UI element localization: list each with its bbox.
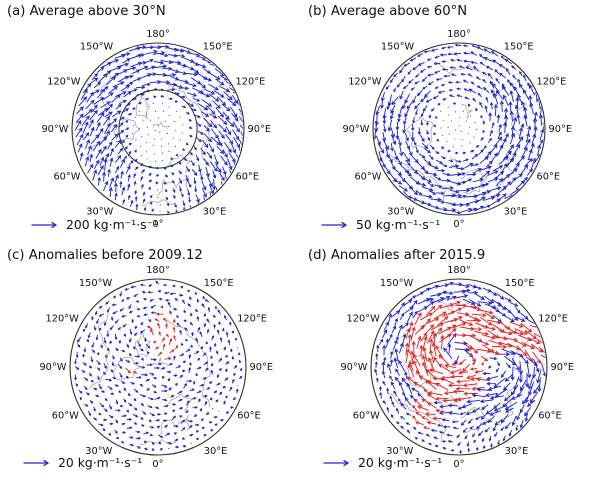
longitude-labels: 180° 150°E 120°E 90°E 60°E 30°E 0° 30°W 60°W 90°W… [41, 29, 271, 230]
panel-c-map: 180° 150°E 120°E 90°E 60°E 30°E 0° 30°W 60°W 90°W… [39, 266, 273, 470]
vector-field [374, 44, 544, 214]
svg-text:120°W: 120°W [47, 77, 81, 88]
scale-arrow-icon [31, 221, 58, 228]
panel-b-title: (b) Average above 60°N [308, 4, 468, 19]
svg-text:30°E: 30°E [505, 446, 529, 457]
svg-text:30°E: 30°E [204, 446, 228, 457]
svg-text:180°: 180° [146, 266, 170, 276]
svg-text:180°: 180° [447, 266, 471, 276]
svg-text:120°W: 120°W [348, 77, 382, 88]
longitude-labels: 180° 150°E 120°E 90°E 60°E 30°E 0° 30°W 60°W 90°W… [39, 266, 273, 470]
svg-text:90°E: 90°E [549, 124, 573, 135]
svg-text:90°W: 90°W [342, 124, 369, 135]
svg-text:60°E: 60°E [537, 172, 561, 183]
panel-b-scale-legend: 50 kg·m⁻¹·s⁻¹ [320, 217, 440, 232]
panel-c-title: (c) Anomalies before 2009.12 [7, 248, 203, 263]
svg-text:90°W: 90°W [39, 362, 66, 373]
svg-text:0°: 0° [453, 219, 464, 230]
panel-d-map: 180° 150°E 120°E 90°E 60°E 30°E 0° 30°W 60°W 90°W… [340, 266, 574, 470]
svg-text:0°: 0° [152, 219, 163, 230]
svg-text:150°W: 150°W [380, 278, 414, 289]
latitude-circle-60n [118, 89, 198, 169]
svg-text:30°W: 30°W [85, 446, 112, 457]
map-boundary [372, 42, 546, 216]
svg-text:150°E: 150°E [203, 42, 233, 53]
panel-b-map: 180° 150°E 120°E 90°E 60°E 30°E 0° 30°W 60°W 90°W… [342, 29, 572, 230]
svg-text:180°: 180° [447, 29, 471, 40]
svg-text:60°E: 60°E [237, 411, 261, 422]
svg-text:0°: 0° [453, 459, 464, 470]
scale-arrow-icon [323, 459, 350, 466]
svg-text:150°E: 150°E [504, 42, 534, 53]
svg-text:90°E: 90°E [551, 362, 575, 373]
svg-text:150°W: 150°W [79, 278, 113, 289]
scale-label: 20 kg·m⁻¹·s⁻¹ [358, 455, 443, 470]
longitude-labels: 180° 150°E 120°E 90°E 60°E 30°E 0° 30°W 60°W 90°W… [342, 29, 572, 230]
svg-text:60°W: 60°W [353, 411, 380, 422]
panel-a-title: (a) Average above 30°N [7, 4, 166, 19]
svg-text:150°W: 150°W [80, 42, 114, 53]
panel-c-scale-legend: 20 kg·m⁻¹·s⁻¹ [22, 455, 142, 470]
vector-field [74, 44, 243, 214]
svg-text:60°W: 60°W [354, 172, 381, 183]
svg-text:30°W: 30°W [86, 206, 113, 217]
vector-field [74, 280, 243, 452]
panel-d-scale-legend: 20 kg·m⁻¹·s⁻¹ [322, 455, 442, 470]
svg-text:120°E: 120°E [237, 314, 267, 325]
longitude-labels: 180° 150°E 120°E 90°E 60°E 30°E 0° 30°W 60°W 90°W… [340, 266, 574, 470]
map-boundary [71, 42, 245, 216]
svg-text:120°E: 120°E [537, 77, 567, 88]
scale-label: 20 kg·m⁻¹·s⁻¹ [58, 455, 143, 470]
svg-text:90°W: 90°W [41, 124, 68, 135]
svg-text:30°W: 30°W [386, 446, 413, 457]
scale-arrow-icon [321, 221, 348, 228]
panel-a-scale-legend: 200 kg·m⁻¹·s⁻¹ [30, 217, 158, 232]
svg-text:120°E: 120°E [538, 314, 568, 325]
vector-field [374, 281, 546, 454]
svg-text:120°W: 120°W [46, 314, 80, 325]
svg-text:60°E: 60°E [538, 411, 562, 422]
scale-label: 200 kg·m⁻¹·s⁻¹ [66, 217, 159, 232]
svg-text:60°E: 60°E [236, 172, 260, 183]
map-boundary [370, 278, 548, 456]
coastlines [90, 75, 211, 206]
scale-label: 50 kg·m⁻¹·s⁻¹ [356, 217, 441, 232]
svg-text:90°W: 90°W [340, 362, 367, 373]
svg-text:30°E: 30°E [203, 206, 227, 217]
svg-text:150°E: 150°E [505, 278, 535, 289]
scale-arrow-icon [23, 459, 50, 466]
svg-text:120°W: 120°W [347, 314, 381, 325]
svg-text:90°E: 90°E [250, 362, 274, 373]
svg-text:120°E: 120°E [236, 77, 266, 88]
panel-d-title: (d) Anomalies after 2015.9 [308, 248, 486, 263]
svg-text:60°W: 60°W [53, 172, 80, 183]
panel-a-map: 180° 150°E 120°E 90°E 60°E 30°E 0° 30°W 60°W 90°W… [41, 29, 271, 230]
svg-text:150°W: 150°W [381, 42, 415, 53]
svg-text:60°W: 60°W [52, 411, 79, 422]
svg-text:180°: 180° [146, 29, 170, 40]
svg-text:30°W: 30°W [387, 206, 414, 217]
svg-text:30°E: 30°E [504, 206, 528, 217]
svg-text:90°E: 90°E [248, 124, 272, 135]
svg-text:150°E: 150°E [204, 278, 234, 289]
map-boundary [69, 278, 247, 456]
svg-text:0°: 0° [152, 459, 163, 470]
